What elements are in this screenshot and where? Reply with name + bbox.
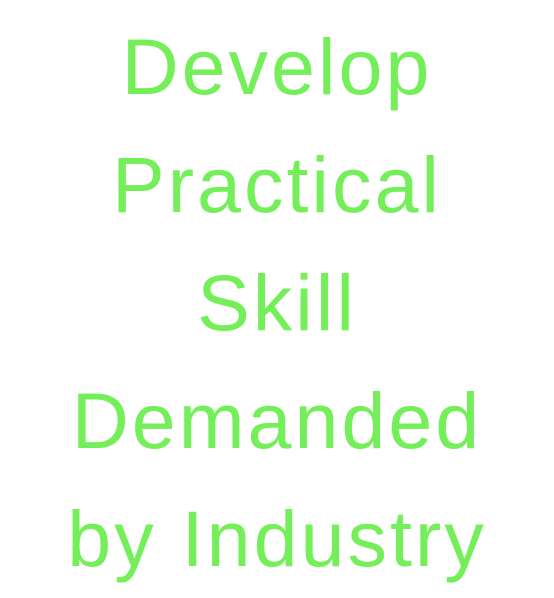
headline-line-3: Skill: [197, 258, 357, 347]
headline: Develop Practical Skill Demanded by Indu…: [0, 8, 554, 598]
headline-line-4: Demanded: [71, 376, 483, 465]
headline-line-1: Develop: [121, 22, 433, 111]
headline-line-5: by Industry: [67, 494, 487, 583]
headline-line-2: Practical: [112, 140, 442, 229]
